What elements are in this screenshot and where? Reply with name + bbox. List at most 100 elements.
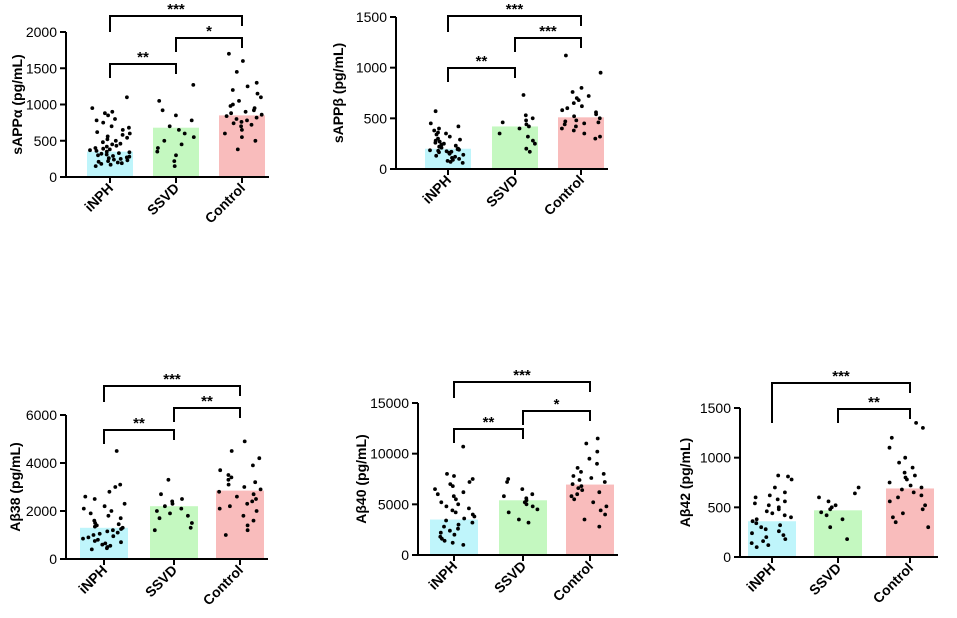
data-point — [582, 131, 587, 136]
data-point — [111, 534, 116, 539]
data-point — [575, 466, 580, 470]
data-point — [166, 477, 171, 482]
data-point — [227, 51, 231, 56]
data-point — [109, 509, 114, 513]
data-point — [254, 115, 259, 120]
significance-bracket — [109, 63, 177, 78]
data-point — [230, 88, 235, 92]
data-point — [442, 524, 446, 529]
data-point — [433, 109, 438, 114]
data-point — [437, 150, 441, 155]
data-point — [116, 522, 121, 527]
data-point — [251, 492, 256, 497]
data-point — [524, 146, 529, 151]
data-point — [156, 146, 160, 150]
y-tick-label: 5000 — [378, 496, 409, 512]
data-point — [570, 482, 575, 486]
y-axis-label: sAPPβ (pg/mL) — [330, 43, 346, 143]
data-point — [526, 520, 531, 525]
data-point — [109, 124, 114, 129]
data-point — [251, 463, 255, 468]
significance-bracket — [175, 37, 243, 52]
data-point — [96, 537, 100, 542]
data-point — [533, 141, 537, 146]
data-point — [595, 449, 600, 454]
data-point — [450, 484, 455, 488]
x-tick-label: iNPH — [419, 172, 454, 207]
data-point — [113, 117, 117, 121]
data-point — [453, 510, 458, 515]
y-tick-label: 1000 — [700, 450, 731, 466]
data-point — [239, 120, 244, 124]
data-point — [259, 95, 263, 100]
data-point — [91, 533, 96, 537]
data-point — [777, 529, 781, 534]
data-point — [172, 159, 177, 164]
data-point — [598, 70, 603, 75]
data-point — [180, 497, 184, 501]
data-point — [439, 145, 444, 150]
data-point — [562, 122, 567, 127]
y-tick-label: 0 — [379, 161, 387, 177]
data-point — [433, 487, 437, 491]
data-point — [103, 111, 107, 116]
data-point — [245, 528, 250, 533]
data-point — [571, 101, 576, 105]
x-tick-label: SSVD — [142, 562, 180, 600]
y-tick-label: 0 — [49, 551, 57, 567]
data-point — [111, 154, 115, 158]
data-point — [92, 497, 97, 501]
data-point — [766, 503, 771, 508]
data-point — [902, 470, 907, 475]
y-tick-label: 500 — [708, 499, 732, 515]
data-point — [240, 135, 244, 140]
data-point — [604, 504, 609, 509]
significance-bracket — [453, 428, 524, 443]
x-tick-label: iNPH — [75, 562, 110, 597]
data-point — [462, 516, 467, 521]
data-point — [470, 520, 475, 525]
data-point — [179, 506, 184, 511]
data-point — [111, 528, 115, 533]
data-point — [167, 124, 172, 129]
y-tick-label: 1500 — [26, 60, 57, 76]
y-tick-label: 1500 — [356, 9, 387, 25]
y-tick-label: 2000 — [26, 24, 57, 40]
y-tick-label: 0 — [723, 549, 731, 565]
data-point — [122, 501, 127, 506]
x-tick-label: Control — [541, 172, 588, 219]
data-point — [444, 504, 449, 509]
bar-inph — [425, 148, 471, 169]
data-point — [524, 502, 529, 507]
significance-label: ** — [483, 414, 495, 431]
data-point — [174, 153, 178, 158]
data-point — [93, 524, 97, 529]
x-tick-label: Control — [870, 560, 917, 607]
data-point — [754, 545, 759, 549]
significance-label: * — [554, 396, 560, 413]
data-point — [497, 131, 502, 136]
data-point — [457, 157, 461, 161]
data-point — [781, 533, 786, 537]
data-point — [819, 510, 824, 515]
data-point — [103, 541, 108, 546]
significance-label: ** — [476, 53, 488, 70]
bar-inph — [748, 521, 796, 557]
data-point — [527, 124, 531, 129]
chart-panel-3: 0 2000 4000 6000 iNPH SSVD Control Aβ38 (pg/mL)… — [7, 371, 268, 608]
data-point — [759, 525, 764, 530]
significance-label: ** — [868, 394, 880, 411]
data-point — [789, 515, 793, 520]
bar-control — [219, 115, 265, 177]
data-point — [887, 499, 892, 504]
data-point — [565, 106, 570, 111]
data-point — [113, 138, 118, 143]
data-point — [598, 134, 602, 139]
data-point — [575, 492, 580, 497]
data-point — [896, 495, 900, 500]
data-point — [152, 528, 157, 533]
data-point — [582, 517, 587, 522]
significance-label: *** — [163, 371, 181, 388]
data-point — [258, 487, 263, 492]
